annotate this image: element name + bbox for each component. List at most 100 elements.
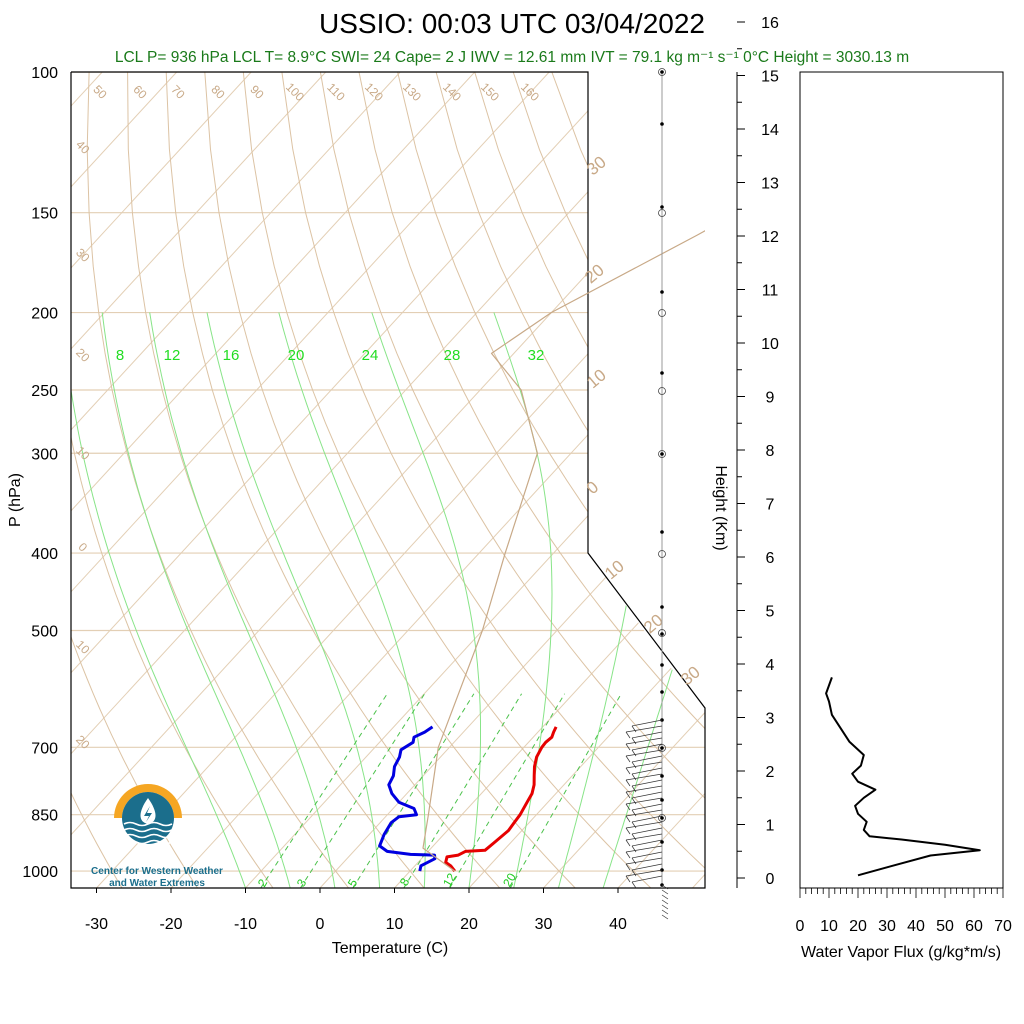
wind-barb: [631, 851, 663, 859]
wind-barb-flag: [625, 755, 631, 763]
flux-tick-label: 30: [878, 918, 896, 935]
isotherm-line: [71, 72, 476, 512]
height-tick-label: 4: [766, 657, 775, 674]
mixing-ratio-label: 12: [164, 347, 181, 364]
dry-adiabat-line: [397, 72, 705, 660]
wind-barb: [625, 869, 663, 877]
lightning-icon: [144, 806, 152, 822]
wind-barb-flag: [625, 743, 631, 751]
moist-adiabat-line: [149, 312, 336, 888]
pressure-tick-label: 1000: [22, 864, 58, 881]
height-tick-label: 14: [761, 122, 779, 139]
temperature-line: [444, 726, 558, 873]
moist-adiabat-line: [371, 312, 481, 888]
lower-mixing-label: 12: [440, 870, 459, 889]
wind-barb: [631, 767, 663, 775]
logo-line-1: Center for Western Weather: [91, 866, 223, 877]
height-tick-label: 11: [762, 283, 779, 300]
wind-barb-flag: [631, 881, 637, 889]
height-tick-label: 3: [766, 711, 775, 728]
wind-barb: [625, 821, 663, 829]
pressure-tick-label: 200: [31, 306, 58, 323]
plot-frame: [70, 71, 706, 889]
dry-adiabat-line: [204, 72, 576, 888]
flux-tick-label: 40: [907, 918, 925, 935]
flux-frame: [799, 71, 1004, 889]
mixing-ratio-label: 24: [362, 347, 379, 364]
wind-barb: [631, 839, 663, 847]
wind-barb-flag: [625, 731, 631, 739]
wind-barb: [631, 791, 663, 799]
wind-barb-flag: [631, 737, 637, 745]
wind-barb-flag: [631, 821, 637, 829]
moist-adiabat-line: [71, 387, 246, 888]
wind-barb: [631, 863, 663, 871]
isotherm-line: [543, 711, 705, 888]
logo-wave: [123, 833, 173, 839]
wind-level-dot: [660, 605, 664, 609]
wind-level-dot: [660, 70, 664, 74]
temp-tick-label: -20: [159, 916, 182, 933]
moist-adiabat-line: [206, 312, 381, 888]
wind-barb: [631, 755, 663, 763]
wind-barb-flag: [625, 803, 631, 811]
wind-barb: [631, 779, 663, 787]
logo-line-2: and Water Extremes: [109, 878, 205, 889]
wind-barb: [631, 875, 663, 883]
wind-barb-flag: [625, 779, 631, 787]
wind-barb-flag: [631, 869, 637, 877]
calm-wind-circle: [658, 309, 666, 317]
mixing-ratio-line: [449, 693, 566, 888]
mixing-ratio-label: 16: [223, 347, 240, 364]
mixing-ratio-label: 28: [444, 347, 461, 364]
wind-barb-flag: [625, 791, 631, 799]
chart-title: USSIO: 00:03 UTC 03/04/2022: [319, 8, 705, 39]
height-tick-label: 16: [761, 15, 779, 32]
isotherm-line: [71, 72, 252, 269]
wind-barb: [631, 803, 663, 811]
dry-adiabat-line: [319, 72, 705, 799]
wind-barb-flag: [631, 761, 637, 769]
temp-tick-label: -10: [234, 916, 257, 933]
mixing-ratio-line: [509, 693, 622, 888]
theta-label: 110: [324, 80, 348, 104]
calm-wind-circle: [658, 209, 666, 217]
theta-left-label: 40: [73, 137, 93, 157]
height-tick-label: 12: [761, 229, 779, 246]
wind-barb-flag: [625, 863, 631, 871]
temp-tick-label: 10: [386, 916, 404, 933]
wind-barb-flag: [625, 839, 631, 847]
wind-barb-flag: [631, 833, 637, 841]
height-tick-label: 5: [766, 604, 775, 621]
wind-level-dot: [660, 798, 664, 802]
mixing-ratio-line: [352, 693, 475, 888]
flux-tick-label: 20: [849, 918, 867, 935]
surface-wind-barb: [661, 914, 669, 920]
calm-wind-circle: [658, 814, 666, 822]
theta-left-label: 20: [73, 345, 93, 365]
calm-wind-circle: [658, 450, 666, 458]
wind-barb: [631, 743, 663, 751]
wind-level-dot: [660, 816, 664, 820]
logo-wave: [123, 827, 173, 833]
dry-adiabat-line: [165, 72, 501, 888]
logo-text: Center for Western Weather and Water Ext…: [82, 866, 232, 890]
wind-barb: [625, 737, 663, 745]
temp-tick-label: 40: [609, 916, 627, 933]
cw3e-logo: [114, 784, 182, 845]
height-tick-label: 9: [766, 390, 775, 407]
surface-wind-barb: [661, 904, 669, 910]
wind-level-dot: [660, 290, 664, 294]
calm-wind-circle: [658, 387, 666, 395]
isotherm-line: [71, 72, 550, 593]
wind-barb: [625, 761, 663, 769]
wind-barb: [631, 815, 663, 823]
wind-level-dot: [660, 840, 664, 844]
logo-wave: [123, 839, 173, 845]
height-tick-label: 0: [766, 871, 775, 888]
pressure-tick-label: 100: [31, 65, 58, 82]
wind-barb: [625, 857, 663, 865]
wind-barb-flag: [625, 767, 631, 775]
calm-wind-circle: [658, 68, 666, 76]
wind-level-dot: [660, 530, 664, 534]
